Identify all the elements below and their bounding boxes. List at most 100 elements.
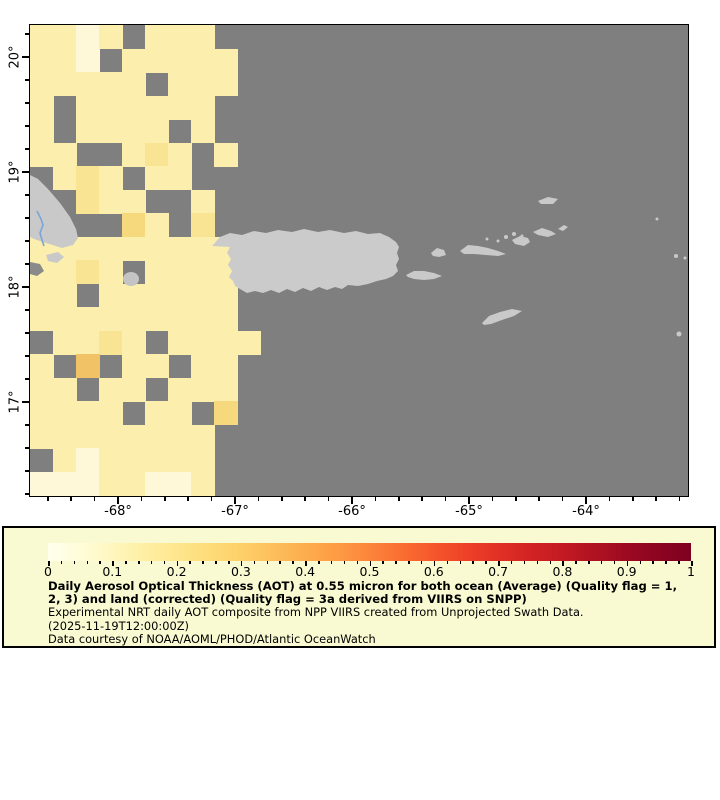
lat-tick-label: 20° (7, 45, 23, 69)
aot-data-pixel (214, 283, 238, 308)
aot-data-pixel (99, 283, 123, 308)
aot-data-pixel (76, 119, 100, 144)
colorbar-minor-tick (510, 561, 513, 564)
colorbar-minor-tick (665, 561, 667, 564)
colorbar-minor-tick (356, 561, 359, 564)
aot-data-pixel (145, 283, 169, 308)
colorbar-minor-tick (202, 561, 204, 564)
aot-data-pixel (53, 448, 77, 473)
colorbar-minor-tick (485, 561, 487, 564)
lon-tick-label: -65° (455, 504, 483, 519)
lon-minor-tick (210, 497, 213, 501)
lon-minor-tick (187, 497, 189, 501)
aot-data-pixel (214, 354, 238, 379)
legend-text-line-5: Data courtesy of NOAA/AOML/PHOD/Atlantic… (48, 631, 376, 646)
colorbar-minor-tick (266, 561, 269, 564)
aot-data-pixel (122, 95, 146, 120)
lon-minor-tick (678, 497, 681, 501)
aot-data-pixel (191, 448, 215, 473)
aot-data-pixel (30, 72, 54, 97)
colorbar-minor-tick (472, 561, 474, 564)
map-plot-area (29, 24, 689, 497)
aot-data-pixel (168, 260, 192, 285)
anegada-island (538, 197, 558, 204)
aot-data-pixel (168, 236, 192, 261)
colorbar-minor-tick (588, 561, 590, 564)
colorbar-major-tick (240, 561, 243, 566)
lon-minor-tick (93, 497, 96, 501)
aot-data-pixel (53, 401, 77, 426)
aot-data-pixel (191, 377, 215, 402)
aot-data-pixel (76, 471, 100, 496)
aot-data-pixel (99, 72, 123, 97)
aot-data-pixel (122, 142, 146, 167)
aot-data-pixel (53, 142, 77, 167)
lon-minor-tick (327, 497, 330, 501)
aot-data-pixel (53, 260, 77, 285)
saona-island (46, 252, 64, 263)
aot-data-pixel (145, 424, 169, 449)
aot-data-pixel (53, 424, 77, 449)
aot-data-pixel (168, 401, 192, 426)
aot-data-pixel (191, 25, 215, 50)
colorbar-tick-label: 0.3 (230, 564, 251, 579)
aot-data-pixel (214, 48, 238, 73)
aot-data-pixel (237, 330, 261, 355)
lat-minor-tick (25, 424, 29, 426)
colorbar-major-tick (176, 561, 179, 566)
aot-data-pixel (99, 95, 123, 120)
islet-speck (683, 256, 687, 260)
aot-data-pixel (191, 213, 215, 238)
lon-minor-tick (561, 497, 564, 501)
aot-data-pixel (76, 260, 100, 285)
lat-major-tick (22, 171, 29, 173)
lon-major-tick (468, 497, 470, 504)
colorbar-major-tick (691, 561, 693, 566)
lon-minor-tick (608, 497, 611, 501)
aot-data-pixel (53, 330, 77, 355)
aot-data-pixel (191, 95, 215, 120)
lat-minor-tick (25, 378, 29, 380)
aot-data-pixel (76, 189, 100, 214)
islet-speck (674, 254, 678, 258)
legend-text-line-4: (2025-11-19T12:00:00Z) (48, 618, 190, 633)
lon-minor-tick (444, 497, 447, 501)
lat-minor-tick (25, 309, 29, 311)
lat-minor-tick (25, 125, 29, 127)
aot-data-pixel (145, 142, 169, 167)
lat-minor-tick (25, 148, 29, 150)
aot-data-pixel (76, 236, 100, 261)
puerto-rico-landmass (212, 229, 399, 293)
colorbar-minor-tick (292, 561, 294, 564)
aot-data-pixel (122, 330, 146, 355)
lon-minor-tick (164, 497, 166, 501)
aot-data-pixel (99, 424, 123, 449)
lon-minor-tick (304, 497, 306, 501)
aot-data-pixel (145, 471, 169, 496)
colorbar-minor-tick (420, 561, 423, 564)
colorbar-minor-tick (150, 561, 153, 564)
aot-data-pixel (214, 307, 238, 332)
aot-data-pixel (99, 166, 123, 191)
legend-text-line-3: Experimental NRT daily AOT composite fro… (48, 605, 584, 620)
aot-data-pixel (168, 72, 192, 97)
aot-data-pixel (191, 307, 215, 332)
lat-minor-tick (25, 79, 29, 81)
aot-data-pixel (145, 119, 169, 144)
aot-data-pixel (122, 72, 146, 97)
lat-minor-tick (25, 102, 29, 104)
lat-minor-tick (25, 240, 29, 242)
culebra-island (431, 248, 446, 257)
colorbar-minor-tick (138, 561, 140, 564)
aot-data-pixel (122, 307, 146, 332)
colorbar-tick-label: 0.5 (359, 564, 380, 579)
aot-data-pixel (30, 307, 54, 332)
aot-data-pixel (30, 95, 54, 120)
aot-data-pixel (191, 283, 215, 308)
small-island-blob (123, 272, 139, 286)
colorbar-tick-label: 1 (687, 564, 695, 579)
lon-minor-tick (515, 497, 517, 501)
aot-data-pixel (214, 401, 238, 426)
aot-data-pixel (76, 354, 100, 379)
aot-data-pixel (168, 471, 192, 496)
